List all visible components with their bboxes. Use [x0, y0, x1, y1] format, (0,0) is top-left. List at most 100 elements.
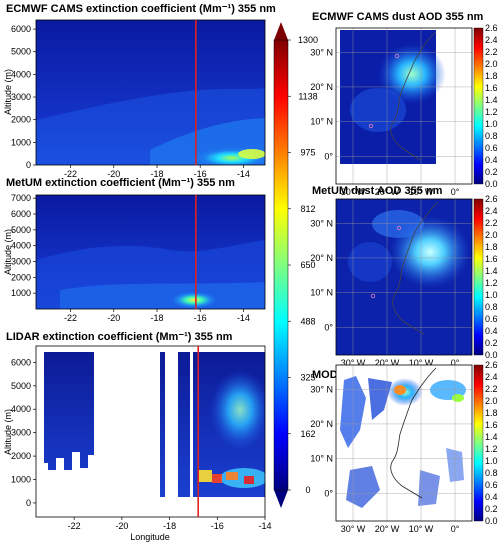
x-tick-label: -20: [107, 313, 120, 323]
x-tick-label: -18: [150, 169, 163, 179]
panel-b-title: MetUM extinction coefficient (Mm⁻¹) 355 …: [6, 177, 235, 189]
y-tick-label: 4000: [11, 241, 31, 251]
panel-a-title: ECMWF CAMS extinction coefficient (Mm⁻¹)…: [6, 3, 276, 15]
panel-c-x-label: Longitude: [130, 532, 170, 542]
panel-a-field: [36, 20, 265, 165]
panel-c-strip-2: [160, 352, 165, 497]
map-colorbar-tick-label: 0.2: [485, 504, 498, 514]
panel-e-coastline: [392, 201, 439, 335]
panel-f-frame: [335, 364, 473, 522]
colorbar-tick-label: 812: [300, 204, 315, 214]
x-tick-label: -14: [258, 521, 271, 531]
panel-d-coastline: [390, 31, 437, 161]
map-colorbar-tick-label: 2.2: [485, 384, 498, 394]
panel-c-hotspot-2: [212, 474, 222, 483]
panel-f-swath-4: [418, 470, 440, 506]
panel-e-colorbar-ticks: 2.6 2.4 2.2 2.0 1.8 1.6 1.4 1.2 1.0 0.8 0.6 0.4 0.2 0…: [485, 194, 498, 360]
map-colorbar-tick-label: 0.4: [485, 326, 498, 336]
panel-b-dust-core: [172, 292, 216, 308]
map-x-tick-label: 30° W: [341, 524, 366, 534]
map-colorbar-tick-label: 1.4: [485, 95, 498, 105]
y-tick-label: 1000: [11, 137, 31, 147]
panel-c-strip-3: [178, 352, 190, 497]
colorbar-tick-label: 650: [300, 260, 315, 270]
panel-a-y-label: Altitude (m): [3, 69, 13, 115]
panel-e-frame: [335, 198, 473, 356]
panel-e-y-ticks: 30° N 20° N 10° N 0°: [310, 218, 333, 332]
y-tick-label: 3000: [11, 257, 31, 267]
main-colorbar-ticks: 1300 1138 975 812 650 488 325 162 0: [288, 35, 318, 495]
panel-f-coastline: [390, 367, 437, 499]
map-colorbar-tick-label: 0.6: [485, 143, 498, 153]
map-colorbar-tick-label: 0.8: [485, 302, 498, 312]
panel-a-dust-peak: [238, 149, 265, 159]
colorbar-tick-label: 325: [300, 373, 315, 383]
map-colorbar-tick-label: 1.0: [485, 119, 498, 129]
panel-c-title: LIDAR extinction coefficient (Mm⁻¹) 355 …: [6, 331, 233, 343]
map-colorbar-tick-label: 0.0: [485, 179, 498, 189]
y-tick-label: 5000: [11, 381, 31, 391]
map-colorbar-tick-label: 2.0: [485, 230, 498, 240]
panel-d-frame: [335, 27, 473, 185]
map-y-tick-label: 10° N: [310, 454, 333, 464]
map-x-tick-label: 20° W: [375, 187, 400, 197]
panel-d-y-ticks: 30° N 20° N 10° N 0°: [310, 47, 333, 161]
map-y-tick-label: 10° N: [310, 117, 333, 127]
map-y-tick-label: 0°: [324, 488, 333, 498]
panel-e-site-2: [370, 293, 376, 299]
map-colorbar-tick-label: 1.2: [485, 107, 498, 117]
panel-e-x-ticks: 30° W 20° W 10° W 0°: [341, 358, 460, 368]
colorbar-tick-label: 488: [300, 316, 315, 326]
panel-a-y-ticks: 0 1000 2000 3000 4000 5000 6000: [11, 24, 36, 170]
x-tick-label: -22: [64, 313, 77, 323]
map-x-tick-label: 10° W: [409, 187, 434, 197]
panel-d-title: ECMWF CAMS dust AOD 355 nm: [312, 11, 484, 23]
y-tick-label: 0: [26, 160, 31, 170]
map-colorbar-tick-label: 1.6: [485, 254, 498, 264]
y-tick-label: 2000: [11, 451, 31, 461]
map-x-tick-label: 0°: [451, 358, 460, 368]
map-x-tick-label: 20° W: [375, 524, 400, 534]
panel-c-y-label: Altitude (m): [3, 409, 13, 455]
panel-e-plume-west: [348, 242, 392, 282]
panel-f-colorbar-ticks: 2.6 2.4 2.2 2.0 1.8 1.6 1.4 1.2 1.0 0.8 0.6 0.4 0.2 0…: [485, 360, 498, 526]
y-tick-label: 6000: [11, 24, 31, 34]
y-tick-label: 0: [26, 498, 31, 508]
map-colorbar-tick-label: 2.2: [485, 47, 498, 57]
panel-f-east-peak: [452, 394, 464, 402]
panel-d-map: [336, 28, 472, 184]
x-tick-label: -20: [115, 521, 128, 531]
colorbar-tick-label: 975: [300, 148, 315, 158]
map-x-tick-label: 0°: [451, 187, 460, 197]
panel-c-plume: [210, 370, 265, 450]
panel-b-y-ticks: 1000 2000 3000 4000 5000 6000 7000: [11, 193, 36, 298]
colorbar-tick-label: 1138: [298, 91, 317, 101]
map-y-tick-label: 30° N: [310, 47, 333, 57]
map-colorbar-tick-label: 2.4: [485, 372, 498, 382]
y-tick-label: 1000: [11, 288, 31, 298]
map-colorbar-tick-label: 2.0: [485, 396, 498, 406]
map-colorbar-tick-label: 1.6: [485, 83, 498, 93]
map-colorbar-tick-label: 1.8: [485, 408, 498, 418]
map-x-tick-label: 0°: [451, 524, 460, 534]
panel-e-grid: [336, 199, 472, 355]
map-y-tick-label: 0°: [324, 151, 333, 161]
colorbar-tick-label: 1300: [298, 35, 318, 45]
colorbar-tick-label: 0: [305, 485, 310, 495]
map-colorbar-tick-label: 0.2: [485, 338, 498, 348]
map-colorbar-tick-label: 0.2: [485, 167, 498, 177]
x-tick-label: -16: [194, 169, 207, 179]
map-colorbar-tick-label: 1.2: [485, 444, 498, 454]
panel-d-grid: [336, 28, 472, 184]
map-x-tick-label: 30° W: [341, 358, 366, 368]
y-tick-label: 2000: [11, 272, 31, 282]
panel-c-ground-gap: [44, 452, 94, 497]
map-y-tick-label: 10° N: [310, 288, 333, 298]
panel-f-swath-3: [346, 466, 380, 508]
x-tick-label: -14: [237, 313, 250, 323]
map-colorbar-tick-label: 2.6: [485, 23, 498, 33]
panel-d-site-1: [394, 53, 400, 59]
main-colorbar: [273, 22, 289, 508]
map-colorbar-tick-label: 0.0: [485, 350, 498, 360]
